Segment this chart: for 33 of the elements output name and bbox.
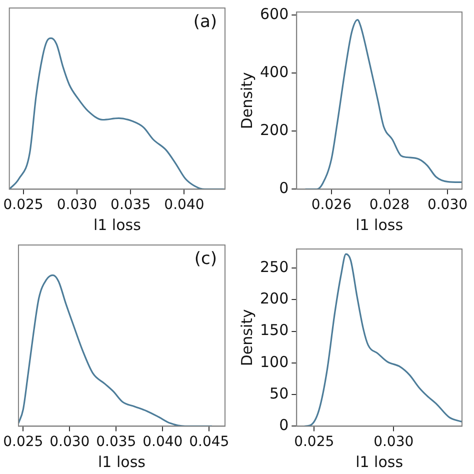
x-tick-label: 0.028 [369,197,410,214]
x-tick-label: 0.035 [96,434,136,450]
x-axis-title: l1 loss [356,452,404,471]
y-tick-label: 0 [279,179,289,198]
y-tick-label: 50 [270,384,289,402]
y-axis-title: Density [238,308,256,366]
x-tick-label: 0.025 [294,434,334,450]
x-axis-title: l1 loss [98,452,146,471]
line-series [304,253,462,426]
x-axis-title: l1 loss [356,216,404,234]
y-tick-label: 100 [260,352,289,371]
text: (c) [194,248,217,269]
x-tick-label: 0.030 [50,434,90,450]
x-tick-label: 0.025 [3,197,44,214]
x-tick-label: 0.030 [427,197,468,214]
y-tick-label: 200 [260,120,289,139]
y-tick-label: 250 [260,258,289,276]
y-tick-label: 200 [260,290,289,308]
x-tick-label: 0.045 [189,434,230,450]
text: (a) [193,12,217,32]
x-tick-label: 0.026 [311,197,352,214]
x-tick-label: 0.030 [374,434,414,450]
x-tick-label: 0.030 [56,197,97,214]
x-axis-title: l1 loss [93,216,142,234]
x-tick-label: 0.035 [110,197,151,214]
y-axis-title: Density [238,72,256,130]
x-tick-label: 0.040 [164,197,204,214]
y-tick-label: 600 [260,4,289,23]
x-tick-label: 0.025 [3,434,44,450]
y-tick-label: 400 [260,62,289,81]
y-tick-label: 150 [260,321,289,340]
x-tick-label: 0.040 [142,434,183,450]
y-tick-label: 0 [279,416,289,434]
